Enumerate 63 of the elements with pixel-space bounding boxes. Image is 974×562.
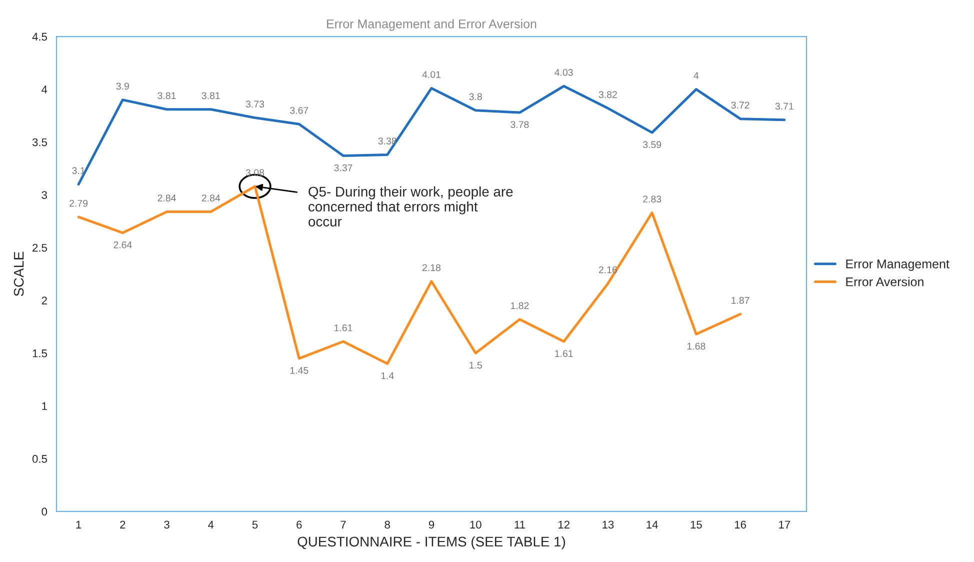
x-tick-label: 9 [428,520,434,529]
data-label: 1.5 [470,362,482,369]
data-label: 3.81 [158,92,176,100]
data-label: 2.83 [643,196,662,203]
data-label: 3.82 [598,91,617,98]
data-label: 2.18 [422,264,441,272]
x-tick-label: 14 [646,520,658,528]
legend-label: Error Management [846,260,950,271]
data-label: 3.67 [290,106,308,114]
x-tick-label: 3 [164,520,170,529]
data-label: 3.73 [246,100,264,108]
data-label: 4.03 [554,68,573,76]
data-label: 1.61 [334,324,352,332]
data-label: 1.61 [555,350,573,357]
data-label: 2.84 [202,194,220,202]
x-tick-label: 10 [470,520,482,529]
y-axis-title: SCALE [14,252,24,296]
x-tick-label: 4 [208,520,214,528]
y-tick-label: 4.5 [32,32,47,41]
data-label: 3.78 [510,121,529,128]
annotation: Q5- During their work, people are concerned that errors might occur [308,186,513,227]
y-tick-label: 3 [42,191,47,199]
y-tick-label: 0 [42,508,48,516]
y-tick-label: 3.5 [32,138,47,146]
data-label: 3.71 [775,102,794,110]
x-tick-label: 1 [76,520,82,528]
data-label: 3.1 [72,167,85,174]
data-label: 1.68 [687,342,706,350]
y-tick-label: 4 [42,86,48,94]
x-tick-label: 7 [340,520,346,528]
data-label: 3.37 [334,164,352,172]
data-label: 3.59 [642,141,662,148]
x-tick-label: 2 [120,520,126,528]
data-label: 2.84 [158,194,176,202]
data-label: 1.45 [290,367,308,374]
data-label: 4.01 [422,71,440,78]
x-tick-label: 5 [252,520,258,529]
x-tick-label: 11 [514,520,525,528]
x-tick-label: 16 [734,520,746,529]
x-tick-label: 8 [384,520,390,529]
data-label: 3.81 [202,92,220,100]
x-tick-label: 6 [296,520,302,529]
data-label: 2.64 [114,241,132,248]
y-tick-label: 2 [42,296,47,304]
x-axis-title: QUESTIONNAIRE - ITEMS (SEE TABLE 1) [298,536,566,550]
x-tick-label: 13 [602,520,614,529]
data-label: 4 [694,72,699,79]
y-tick-label: 1 [42,402,47,410]
legend-label: Error Aversion [846,277,924,286]
chart-title: Error Management and Error Aversion [327,19,536,31]
data-label: 1.87 [732,296,750,304]
data-label: 3.9 [116,82,129,90]
y-tick-label: 2.5 [32,244,47,252]
x-tick-label: 12 [558,520,570,528]
data-label: 2.79 [70,200,88,207]
data-label: 1.4 [381,372,394,380]
data-label: 3.72 [731,102,750,109]
y-tick-label: 0.5 [32,454,47,463]
x-tick-label: 15 [690,520,702,529]
y-tick-label: 1.5 [32,350,47,358]
data-label: 3.8 [469,93,482,100]
x-tick-label: 17 [779,520,790,528]
data-label: 1.82 [510,302,529,310]
